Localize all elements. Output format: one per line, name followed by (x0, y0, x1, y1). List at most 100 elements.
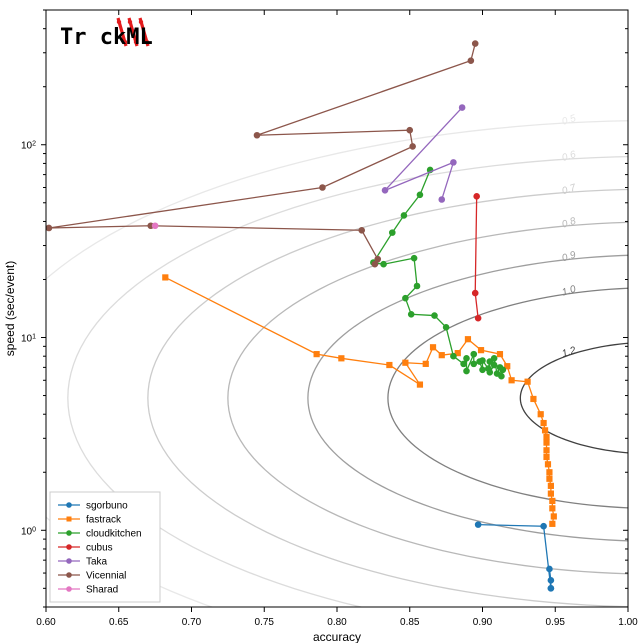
series-marker (411, 255, 417, 261)
series-marker (439, 197, 445, 203)
y-tick-label: 102 (21, 140, 36, 152)
series-marker (417, 192, 423, 198)
series-marker (480, 358, 486, 364)
series-marker (542, 428, 547, 433)
y-tick-label: 100 (21, 526, 36, 538)
legend-marker (66, 502, 72, 508)
series-marker (500, 367, 506, 373)
series-marker (459, 105, 465, 111)
series-marker (439, 353, 444, 358)
chart-container: 0.50.60.70.80.91.01.20.600.650.700.750.8… (0, 0, 640, 643)
x-tick-label: 0.75 (255, 617, 275, 628)
series-marker (254, 132, 260, 138)
series-marker (163, 275, 168, 280)
series-marker (541, 420, 546, 425)
series-marker (152, 223, 158, 229)
logo-text: Tr ckML (60, 25, 153, 50)
x-tick-label: 0.60 (36, 617, 56, 628)
series-marker (545, 462, 550, 467)
series-marker (531, 396, 536, 401)
series-marker (491, 356, 497, 362)
series-marker (408, 311, 414, 317)
x-axis-label: accuracy (313, 630, 361, 643)
series-marker (410, 144, 416, 150)
series-marker (401, 213, 407, 219)
series-marker (475, 522, 481, 528)
legend-marker (66, 586, 72, 592)
series-marker (46, 225, 52, 231)
series-marker (544, 448, 549, 453)
series-marker (359, 227, 365, 233)
series-marker (465, 337, 470, 342)
series-marker (538, 412, 543, 417)
series-marker (472, 41, 478, 47)
series-marker (550, 506, 555, 511)
series-marker (509, 378, 514, 383)
series-marker (471, 351, 477, 357)
series-marker (472, 290, 478, 296)
series-marker (382, 188, 388, 194)
legend-label: Taka (86, 557, 108, 568)
legend-marker (66, 572, 72, 578)
series-marker (372, 261, 378, 267)
series-marker (548, 586, 554, 592)
legend-label: cloudkitchen (86, 529, 142, 540)
series-marker (550, 521, 555, 526)
series-marker (464, 356, 470, 362)
x-tick-label: 0.80 (327, 617, 347, 628)
series-marker (474, 194, 480, 200)
series-marker (548, 578, 554, 584)
legend-label: fastrack (86, 515, 122, 526)
series-marker (403, 295, 409, 301)
legend-marker (66, 558, 72, 564)
series-marker (464, 368, 470, 374)
x-tick-label: 1.00 (618, 617, 638, 628)
series-marker (548, 491, 553, 496)
series-marker (339, 356, 344, 361)
series-marker (389, 230, 395, 236)
series-marker (381, 261, 387, 267)
x-tick-label: 0.70 (182, 617, 202, 628)
series-marker (443, 324, 449, 330)
series-marker (548, 483, 553, 488)
series-marker (550, 498, 555, 503)
x-tick-label: 0.85 (400, 617, 420, 628)
x-tick-label: 0.90 (473, 617, 493, 628)
legend-marker (67, 517, 72, 522)
series-marker (314, 352, 319, 357)
series-marker (547, 476, 552, 481)
series-marker (491, 362, 497, 368)
series-marker (461, 361, 467, 367)
series-marker (499, 373, 505, 379)
series-marker (471, 361, 477, 367)
series-marker (547, 470, 552, 475)
logo-dot (139, 20, 143, 24)
series-marker (544, 440, 549, 445)
series-marker (541, 523, 547, 529)
series-marker (417, 382, 422, 387)
logo-dot (128, 20, 132, 24)
series-marker (414, 283, 420, 289)
legend-label: Vicennial (86, 571, 126, 582)
series-marker (475, 315, 481, 321)
series-marker (451, 353, 457, 359)
series-marker (525, 379, 530, 384)
x-tick-label: 0.95 (546, 617, 566, 628)
series-marker (497, 352, 502, 357)
series-marker (430, 345, 435, 350)
series-marker (320, 185, 326, 191)
legend-marker (66, 544, 72, 550)
legend-marker (66, 530, 72, 536)
series-marker (478, 348, 483, 353)
series-marker (403, 360, 408, 365)
series-marker (432, 313, 438, 319)
x-tick-label: 0.65 (109, 617, 129, 628)
series-marker (423, 361, 428, 366)
series-marker (407, 127, 413, 133)
series-marker (480, 367, 486, 373)
series-marker (487, 370, 493, 376)
chart-svg: 0.50.60.70.80.91.01.20.600.650.700.750.8… (0, 0, 640, 643)
series-marker (544, 454, 549, 459)
y-tick-label: 101 (21, 333, 36, 345)
logo-dot (117, 20, 121, 24)
